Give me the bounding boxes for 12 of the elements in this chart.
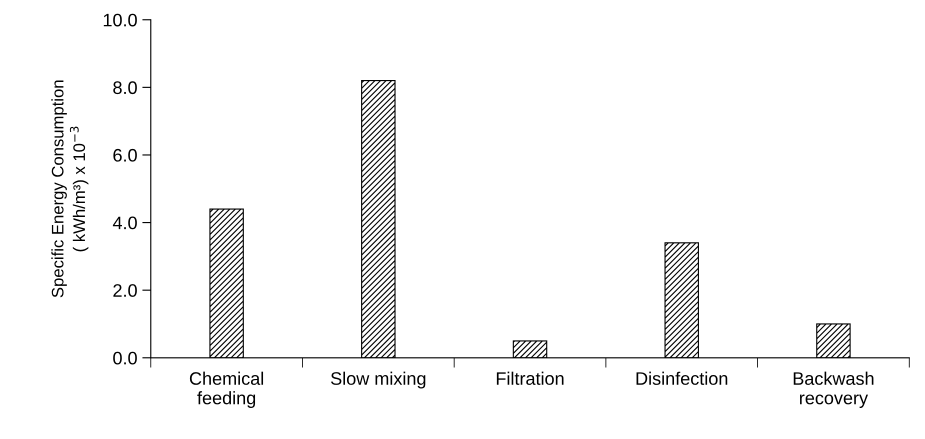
y-tick-label: 6.0 [113,148,137,162]
y-tick-label: 8.0 [113,81,137,94]
y-tick-label: 10.0 [104,14,137,26]
y-tick-label: 2.0 [113,284,137,297]
y-axis-title: Specific Energy Consumption ( kWh/m³) x 10$^{−3}$ [51,80,88,298]
x-tick-label: Filtration [496,372,564,385]
x-tick-label: Slow mixing [330,372,426,389]
x-tick-label: Backwash recovery [794,372,874,408]
x-tick-label: Chemical feeding [190,372,264,408]
y-tick-label: 4.0 [112,216,137,230]
x-tick-label: Disinfection [636,372,728,385]
y-tick-label: 0.0 [113,352,137,365]
